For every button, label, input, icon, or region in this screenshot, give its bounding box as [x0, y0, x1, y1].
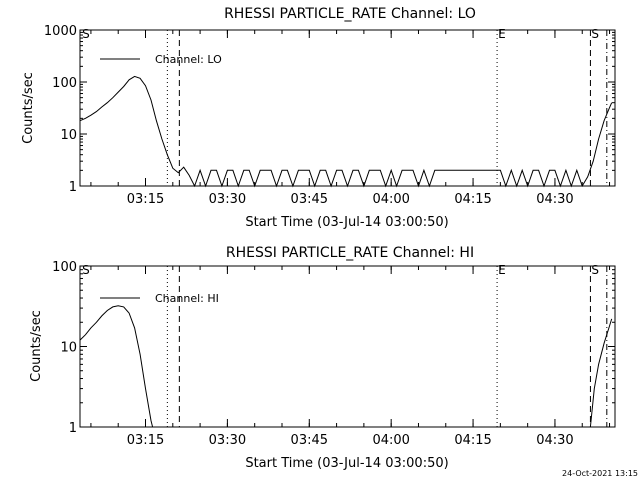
event-marker-label: S: [591, 263, 599, 277]
y-axis: 1 10 100 1000: [44, 24, 615, 195]
y-axis-label: Counts/sec: [29, 310, 44, 382]
series-lines: [79, 75, 613, 188]
x-tick-label: 03:30: [209, 192, 246, 207]
series-line: [79, 75, 613, 188]
x-tick-label: 03:15: [127, 433, 164, 448]
x-tick-label: 04:30: [536, 192, 573, 207]
x-tick-label: 03:45: [291, 192, 328, 207]
panel-hi: RHESSI PARTICLE_RATE Channel: HI 110100 …: [29, 245, 616, 471]
x-tick-label: 04:15: [454, 433, 491, 448]
event-marker-label: E: [498, 27, 506, 41]
y-tick-label: 100: [52, 76, 77, 91]
legend-label: Channel: HI: [155, 292, 219, 305]
series-line: [589, 318, 613, 428]
x-tick-label: 03:45: [291, 433, 328, 448]
x-tick-label: 04:15: [454, 192, 491, 207]
y-axis: 1 10 100: [52, 260, 615, 436]
legend-label: Channel: LO: [155, 53, 222, 66]
plot-frame: [79, 265, 616, 428]
x-tick-label: 04:00: [372, 433, 409, 448]
series-line: [79, 305, 154, 428]
y-axis-label: Counts/sec: [21, 72, 36, 144]
x-axis: 03:15 03:30 03:45 04:00 04:15 04:30: [90, 30, 611, 207]
event-marker-label: S: [82, 263, 90, 277]
chart-title: RHESSI PARTICLE_RATE Channel: HI: [226, 245, 474, 261]
series-lines: [79, 305, 613, 428]
x-axis-label: Start Time (03-Jul-14 03:00:50): [245, 456, 448, 471]
x-tick-label: 03:30: [209, 433, 246, 448]
chart-title: RHESSI PARTICLE_RATE Channel: LO: [224, 6, 476, 22]
y-tick-label: 10: [60, 128, 77, 143]
footer-date: 24-Oct-2021 13:15: [562, 469, 638, 478]
event-marker-label: E: [498, 263, 506, 277]
event-marker-label: S: [82, 27, 90, 41]
x-tick-label: 04:30: [536, 433, 573, 448]
x-tick-label: 04:00: [372, 192, 409, 207]
y-tick-label: 10: [60, 341, 77, 356]
y-tick-label: 1000: [44, 24, 77, 39]
x-axis-label: Start Time (03-Jul-14 03:00:50): [245, 215, 448, 230]
x-axis: 03:15 03:30 03:45 04:00 04:15 04:30: [90, 266, 611, 448]
x-tick-label: 03:15: [127, 192, 164, 207]
event-marker-label: S: [591, 27, 599, 41]
y-tick-label: 100: [52, 260, 77, 275]
panel-lo: RHESSI PARTICLE_RATE Channel: LO 1101001…: [21, 6, 616, 230]
y-tick-label: 1: [69, 421, 77, 436]
y-tick-label: 1: [69, 180, 77, 195]
